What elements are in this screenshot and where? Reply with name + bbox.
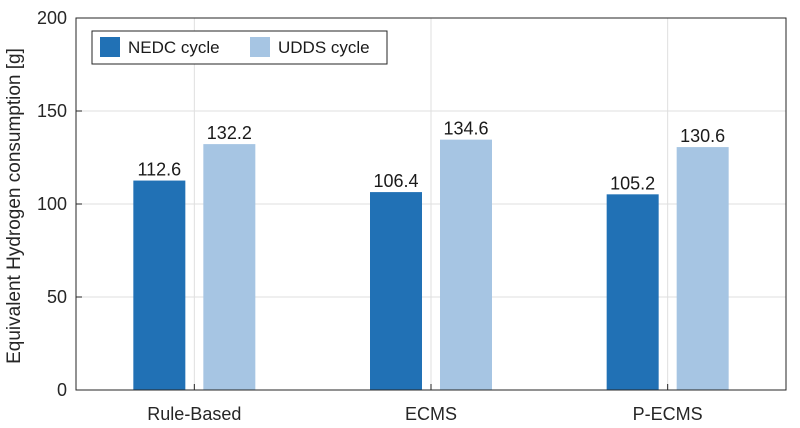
data-label: 106.4 (373, 171, 418, 191)
y-tick-label: 100 (37, 194, 67, 214)
y-tick-labels: 0 50 100 150 200 (37, 8, 67, 400)
y-tick-label: 0 (57, 380, 67, 400)
bar-nedc (133, 180, 186, 390)
legend-box (91, 30, 388, 65)
y-axis-title: Equivalent Hydrogen consumption [g] (4, 48, 25, 364)
bar-udds (440, 139, 492, 390)
bar-nedc (606, 194, 659, 390)
legend-swatch-udds (250, 37, 270, 57)
data-label: 134.6 (443, 119, 488, 139)
bar-udds (676, 147, 729, 390)
y-tick-label: 150 (37, 101, 67, 121)
data-label: 112.6 (137, 160, 181, 180)
bar-nedc (370, 192, 422, 390)
x-tick-label: P-ECMS (633, 404, 703, 424)
data-labels: 112.6 132.2 106.4 134.6 105.2 130.6 (137, 119, 725, 194)
legend-label-nedc: NEDC cycle (128, 38, 220, 57)
legend-label-udds: UDDS cycle (278, 38, 370, 57)
legend-swatch-nedc (100, 37, 120, 57)
y-tick-label: 50 (47, 287, 67, 307)
x-tick-label: ECMS (405, 404, 457, 424)
data-label: 130.6 (680, 126, 725, 146)
data-label: 132.2 (207, 123, 252, 143)
x-tick-labels: Rule-Based ECMS P-ECMS (147, 404, 702, 424)
data-label: 105.2 (610, 173, 655, 193)
x-tick-label: Rule-Based (147, 404, 241, 424)
y-tick-label: 200 (37, 8, 67, 28)
legend: NEDC cycle UDDS cycle (91, 30, 388, 65)
bars (133, 139, 729, 390)
plot-frame (75, 17, 787, 391)
bar-udds (203, 144, 256, 390)
